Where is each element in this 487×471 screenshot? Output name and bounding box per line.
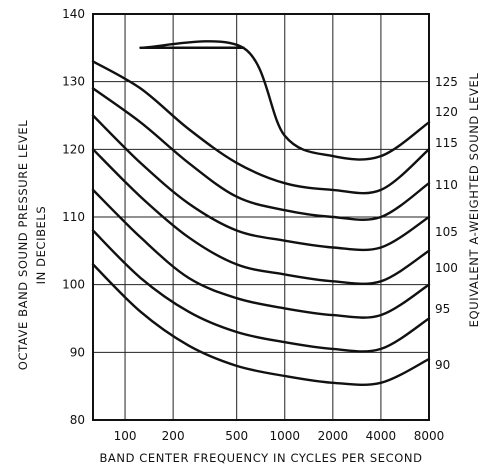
x-axis-title: BAND CENTER FREQUENCY IN CYCLES PER SECO… xyxy=(99,451,422,465)
right-tick-110: 110 xyxy=(435,178,458,192)
y-tick-labels: 80 90 100 110 120 130 140 xyxy=(62,7,85,427)
right-tick-125: 125 xyxy=(435,75,458,89)
right-tick-105: 105 xyxy=(435,225,458,239)
right-tick-90: 90 xyxy=(435,358,450,372)
right-tick-100: 100 xyxy=(435,261,458,275)
y-tick-120: 120 xyxy=(62,142,85,156)
right-tick-95: 95 xyxy=(435,302,450,316)
x-tick-4000: 4000 xyxy=(366,429,397,443)
curve-90 xyxy=(91,263,431,387)
y-tick-100: 100 xyxy=(62,278,85,292)
x-tick-100: 100 xyxy=(114,429,137,443)
curve-125 xyxy=(139,40,431,161)
curve-100 xyxy=(91,188,431,319)
curve-115 xyxy=(91,87,431,221)
x-tick-labels: 100 200 500 1000 2000 4000 8000 xyxy=(114,429,445,443)
y-tick-90: 90 xyxy=(70,345,85,359)
y-tick-110: 110 xyxy=(62,210,85,224)
y-axis-title-line1: OCTAVE BAND SOUND PRESSURE LEVEL xyxy=(16,120,30,370)
plot-frame xyxy=(92,13,430,421)
curve-105 xyxy=(91,148,431,286)
y-tick-140: 140 xyxy=(62,7,85,21)
curve-95 xyxy=(91,229,431,353)
y2-axis-title: EQUIVALENT A-WEIGHTED SOUND LEVEL xyxy=(467,73,481,328)
x-tick-200: 200 xyxy=(162,429,185,443)
x-tick-2000: 2000 xyxy=(318,429,349,443)
curves xyxy=(91,40,431,387)
x-tick-1000: 1000 xyxy=(269,429,300,443)
x-tick-8000: 8000 xyxy=(414,429,445,443)
right-tick-labels: 125 120 115 110 105 100 95 90 xyxy=(435,75,458,372)
x-tick-500: 500 xyxy=(225,429,248,443)
right-tick-115: 115 xyxy=(435,136,458,150)
y-axis-title-line2: IN DECIBELS xyxy=(34,206,48,285)
y-tick-80: 80 xyxy=(70,413,85,427)
right-tick-120: 120 xyxy=(435,105,458,119)
y-tick-130: 130 xyxy=(62,75,85,89)
curve-120 xyxy=(91,60,431,195)
curve-110 xyxy=(91,114,431,252)
